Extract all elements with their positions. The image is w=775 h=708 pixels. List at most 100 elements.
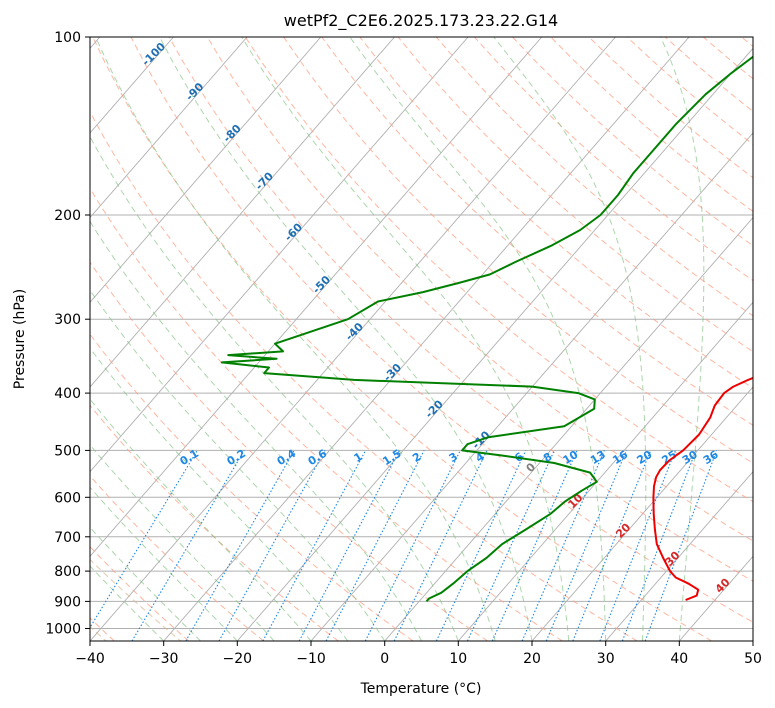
moist-adiabat-line [159,37,533,641]
mixing-ratio-line [90,450,198,629]
mixing-ratio-line [393,450,488,641]
mixing-ratio-line [599,450,676,641]
isotherm-line [163,37,690,641]
mixing-ratio-line [572,450,652,641]
isotherm-line [310,132,753,641]
dry-adiabat-line [397,37,753,353]
x-tick-label: 40 [670,651,688,667]
mixing-ratio-line [364,450,461,641]
dry-adiabat-line [90,475,264,641]
dry-adiabat-line [90,545,190,641]
y-tick-label: 800 [54,564,81,580]
isotherm-label: 0 [524,460,539,475]
mixing-ratio-line [262,450,367,641]
mixing-ratio-line [621,450,697,641]
isotherm-line [90,37,322,303]
x-tick-label: −30 [149,651,179,667]
moist-adiabat-line [90,347,349,641]
isotherm-line [384,216,753,641]
dry-adiabat-line [130,37,753,623]
moist-adiabat-line [90,398,312,641]
temperature-profile-line [652,376,753,601]
dry-adiabat-line [664,37,753,113]
moist-adiabat-line [90,135,459,641]
mixing-ratio-line [521,450,605,641]
sounding-profiles [220,55,753,603]
isotherm-line [236,47,753,641]
mixing-ratio-line [185,450,295,641]
isotherm-line [90,37,543,557]
isotherm-label: 20 [613,520,633,540]
isotherm-label: 40 [713,575,733,595]
isotherm-label: -60 [282,220,305,243]
y-axis-label: Pressure (hPa) [12,289,28,389]
mixing-ratio-line [644,450,718,641]
mixing-ratio-line [435,450,527,641]
dry-adiabat-line [90,110,638,641]
isotherm-line [90,37,469,473]
isotherm-line [457,301,753,641]
isotherm-label: -80 [221,122,244,145]
dry-adiabat-line [92,37,712,641]
plot-frame [89,36,754,642]
mixing-ratio-label: 1 [352,450,365,465]
dry-adiabat-line [741,37,753,48]
isotherm-line [752,640,753,641]
mixing-ratio-line [218,450,326,641]
dry-adiabat-line [244,37,753,503]
y-tick-label: 900 [54,594,81,610]
dry-adiabat-line [90,187,563,641]
mixing-ratio-line [298,450,400,641]
moist-adiabat-line [349,37,607,641]
x-tick-label: 10 [449,651,467,667]
mixing-ratio-label: 3 [447,450,460,465]
x-tick-label: 20 [523,651,541,667]
moist-adiabat-line [90,220,422,641]
dry-adiabat-line [90,404,339,641]
x-tick-label: 0 [380,651,389,667]
isotherm-label: -50 [310,273,333,296]
dry-adiabat-line [512,37,753,247]
y-tick-label: 600 [54,490,81,506]
mixing-ratio-line [545,450,628,641]
moist-adiabat-line [90,486,238,641]
isotherm-label: -40 [343,320,366,343]
moist-adiabat-line [90,289,386,641]
dry-adiabat-line [168,37,753,582]
dry-adiabat-line [90,333,414,641]
moist-adiabat-line [95,37,496,641]
moist-adiabat-line [660,37,705,641]
y-tick-label: 400 [54,386,81,402]
x-tick-label: −20 [223,651,253,667]
y-tick-label: 700 [54,530,81,546]
dry-adiabat-line [435,37,753,317]
x-tick-label: −10 [296,651,326,667]
x-tick-label: 30 [597,651,615,667]
dry-adiabat-line [588,37,753,179]
isotherm-line [90,37,395,388]
isotherm-line [90,37,248,219]
mixing-ratio-label: 2 [410,450,423,465]
isotherm-line [531,386,753,641]
isotherm-label: -100 [139,40,168,69]
dry-adiabat-line [474,37,753,282]
x-axis-label: Temperature (°C) [360,681,482,697]
background-lines [90,37,753,641]
y-tick-label: 100 [54,30,81,46]
x-tick-label: −40 [75,651,105,667]
chart-title: wetPf2_C2E6.2025.173.23.22.G14 [284,11,558,31]
moist-adiabat-line [90,526,201,641]
y-tick-label: 1000 [45,622,81,638]
isotherm-label: -20 [423,397,446,420]
axes: −40 −30 −20 −10 0 10 20 30 40 5010020030040050060… [45,30,762,667]
isotherm-line [90,37,616,641]
dry-adiabat-line [359,37,753,389]
isotherm-line [678,555,753,641]
isotherm-label: -90 [183,80,206,103]
mixing-ratio-line [325,450,425,641]
x-tick-label: 50 [744,651,762,667]
isotherm-label: 30 [663,549,683,569]
mixing-ratio-line [491,450,578,641]
dry-adiabat-line [702,37,753,80]
isotherm-line [605,470,753,641]
